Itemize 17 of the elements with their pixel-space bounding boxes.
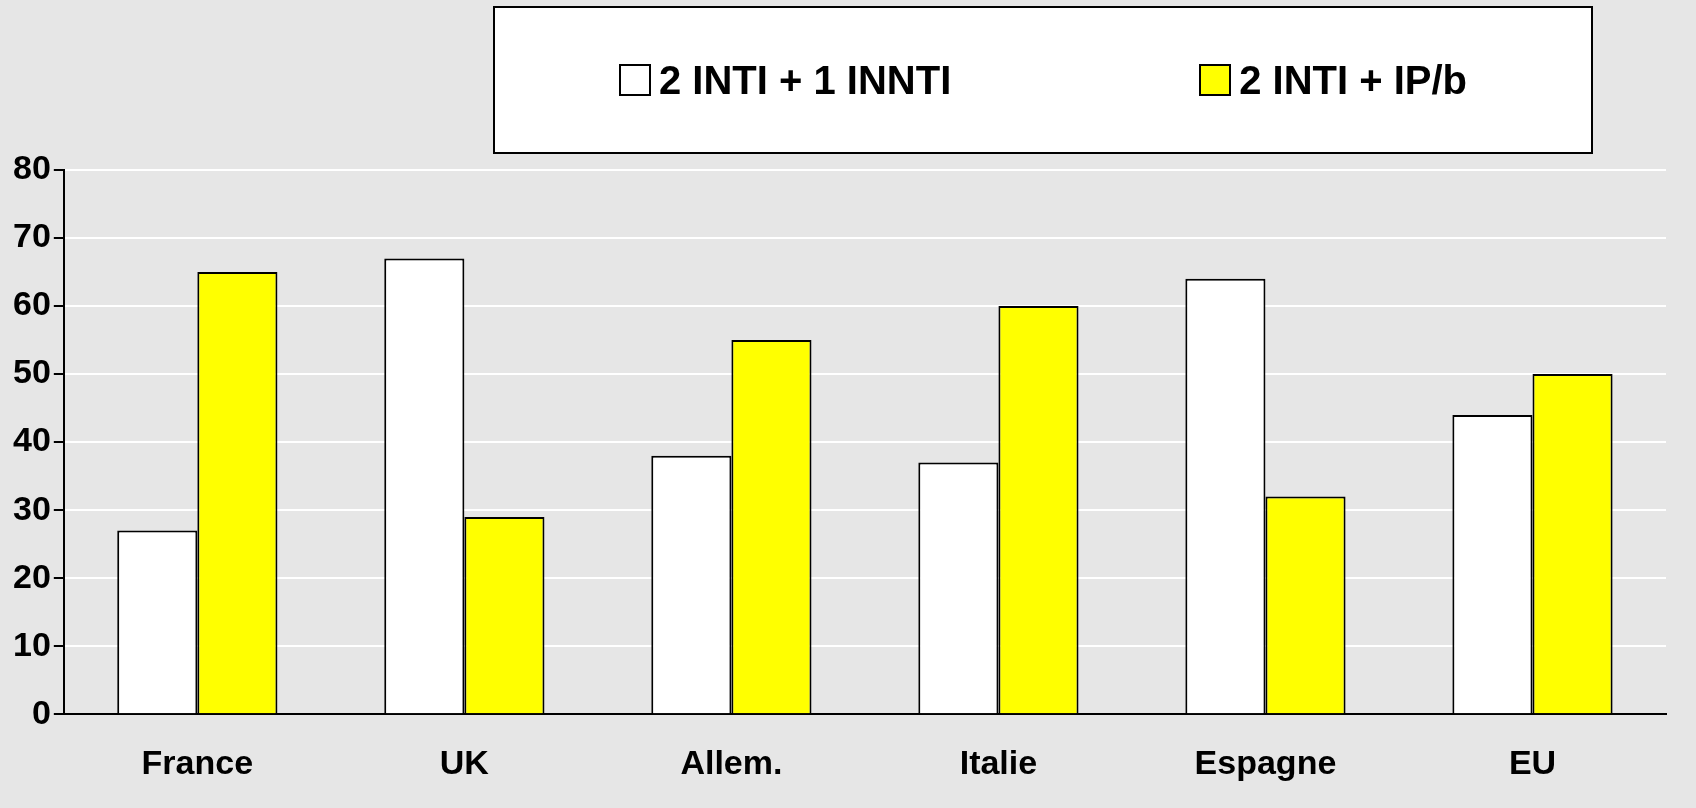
x-tick-label: Italie [959, 742, 1038, 781]
x-tick-label: EU [1508, 742, 1557, 781]
y-tick-label: 30 [12, 488, 51, 527]
x-tick-label: Espagne [1194, 742, 1337, 781]
y-tick-label: 50 [12, 352, 51, 391]
x-tick-label: France [141, 742, 254, 781]
y-tick-label: 70 [12, 216, 51, 255]
y-tick-label: 40 [12, 420, 51, 459]
x-tick-label: Allem. [680, 742, 783, 781]
y-tick-label: 60 [12, 284, 51, 323]
y-tick-label: 10 [12, 624, 51, 663]
legend-label: 2 INTI + IP/b [1239, 57, 1468, 103]
x-tick-label: UK [439, 742, 490, 781]
y-tick-label: 0 [31, 692, 51, 731]
legend-label: 2 INTI + 1 INNTI [658, 57, 952, 103]
y-tick-label: 20 [12, 556, 51, 595]
y-tick-label: 80 [12, 148, 51, 187]
